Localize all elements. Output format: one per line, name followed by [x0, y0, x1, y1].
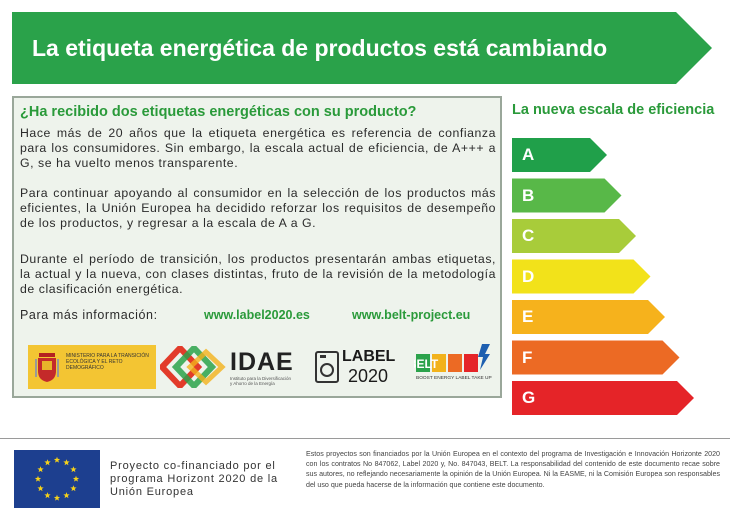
grade-arrow-g	[512, 381, 694, 415]
grade-arrow-d	[512, 259, 651, 294]
grade-label-c: C	[522, 226, 535, 245]
info-paragraph-2: Para continuar apoyando al consumidor en…	[20, 186, 496, 230]
ministerio-logo: MINISTERIO PARA LA TRANSICIÓN ECOLÓGICA …	[28, 345, 156, 389]
label2020-link[interactable]: www.label2020.es	[204, 308, 310, 322]
belt-subtitle: BOOST ENERGY LABEL TAKE UP	[416, 376, 492, 381]
grade-arrow-a	[512, 138, 607, 172]
idae-subtitle: Instituto para la Diversificación y Ahor…	[230, 376, 292, 386]
grade-arrow-b	[512, 178, 622, 213]
appliance-icon	[315, 351, 339, 383]
grade-label-b: B	[522, 185, 535, 205]
grade-label-d: D	[522, 266, 535, 286]
banner-arrow-shape	[12, 12, 712, 84]
ministerio-text: MINISTERIO PARA LA TRANSICIÓN ECOLÓGICA …	[66, 353, 149, 371]
efficiency-scale: A B C D E F G	[512, 138, 722, 418]
eu-flag	[14, 450, 100, 508]
label-year: 2020	[348, 366, 389, 386]
disclaimer-text: Estos proyectos son financiados por la U…	[306, 450, 720, 489]
page-title: La etiqueta energética de productos está…	[32, 35, 608, 61]
info-heading: ¿Ha recibido dos etiquetas energéticas c…	[20, 104, 417, 120]
eu-stars-icon	[34, 456, 80, 501]
grade-label-e: E	[522, 307, 534, 326]
footer-divider	[0, 438, 730, 439]
belt-logo: BELT BOOST ENERGY LABEL TAKE UP	[408, 342, 492, 390]
idae-wordmark: IDAE	[230, 348, 294, 376]
scale-arrows	[512, 138, 694, 415]
grade-arrow-c	[512, 219, 636, 253]
grade-arrow-f	[512, 340, 680, 375]
header-banner: La etiqueta energética de productos está…	[12, 12, 712, 84]
coat-of-arms-icon	[35, 353, 59, 382]
label2020-logo: LABEL 2020	[314, 346, 402, 390]
info-paragraph-3: Durante el período de transición, los pr…	[20, 252, 496, 296]
label-wordmark: LABEL	[342, 348, 396, 365]
grade-label-a: A	[522, 145, 535, 164]
grade-label-f: F	[522, 347, 533, 367]
scale-title: La nueva escala de eficiencia	[512, 102, 715, 118]
more-info-label: Para más información:	[20, 308, 158, 322]
belt-project-link[interactable]: www.belt-project.eu	[352, 308, 471, 322]
eu-funding-text: Proyecto co-financiado por el programa H…	[110, 460, 278, 498]
belt-letter-b: BELT	[414, 357, 439, 371]
belt-letters-icon: BELT	[408, 344, 490, 372]
info-paragraph-1: Hace más de 20 años que la etiqueta ener…	[20, 126, 496, 170]
idae-diamond-icon	[157, 343, 226, 391]
grade-arrow-e	[512, 300, 665, 334]
info-panel: ¿Ha recibido dos etiquetas energéticas c…	[12, 96, 502, 398]
grade-label-g: G	[522, 388, 536, 407]
idae-logo: IDAE Instituto para la Diversificación y…	[157, 343, 294, 391]
